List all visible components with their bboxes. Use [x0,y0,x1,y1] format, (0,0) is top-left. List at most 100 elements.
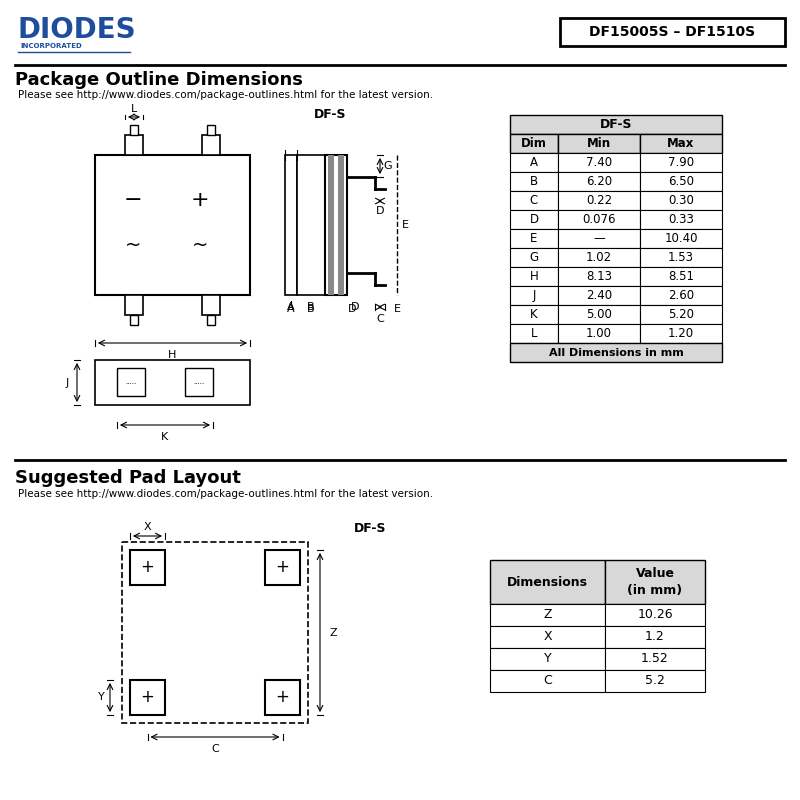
Text: (in mm): (in mm) [627,584,682,598]
Bar [185,368,213,396]
Text: 0.30: 0.30 [668,194,694,207]
Text: G: G [383,161,392,171]
Bar [558,286,640,305]
Bar [117,368,145,396]
Bar [510,305,558,324]
Text: Package Outline Dimensions: Package Outline Dimensions [15,71,303,89]
Bar [265,550,300,585]
Text: Max: Max [667,137,694,150]
Bar [490,626,605,648]
Text: 2.40: 2.40 [586,289,612,302]
Text: +: + [141,689,154,706]
Text: E: E [394,304,401,314]
Bar [640,191,722,210]
Text: 1.20: 1.20 [668,327,694,340]
Bar [640,172,722,191]
Bar [510,324,558,343]
Bar [558,324,640,343]
Text: 6.50: 6.50 [668,175,694,188]
Bar [605,560,705,604]
Bar [130,680,165,715]
Bar [560,18,785,46]
Bar [328,155,334,295]
Text: Y: Y [544,653,551,666]
Text: B: B [307,304,315,314]
Text: Dim: Dim [521,137,547,150]
Bar [605,604,705,626]
Text: 1.53: 1.53 [668,251,694,264]
Text: 8.51: 8.51 [668,270,694,283]
Text: 5.2: 5.2 [645,674,665,687]
Text: C: C [376,314,384,324]
Bar [510,172,558,191]
Text: Please see http://www.diodes.com/package-outlines.html for the latest version.: Please see http://www.diodes.com/package… [18,489,433,499]
Bar [558,248,640,267]
Bar [558,191,640,210]
Text: B: B [307,302,315,312]
Bar [338,155,344,295]
Text: D: D [376,206,384,216]
Text: J: J [532,289,536,302]
Bar [640,267,722,286]
Text: C: C [530,194,538,207]
Text: 8.13: 8.13 [586,270,612,283]
Text: 0.22: 0.22 [586,194,612,207]
Text: E: E [530,232,538,245]
Text: Min: Min [587,137,611,150]
Bar [640,153,722,172]
Bar [95,360,250,405]
Text: 1.00: 1.00 [586,327,612,340]
Text: J: J [66,378,69,387]
Text: INCORPORATED: INCORPORATED [20,43,82,49]
Text: K: K [162,432,169,442]
Text: 0.33: 0.33 [668,213,694,226]
Text: —: — [593,232,605,245]
Text: Z: Z [543,609,552,622]
Bar [510,134,558,153]
Bar [122,542,308,723]
Text: 5.00: 5.00 [586,308,612,321]
Text: K: K [530,308,538,321]
Text: 6.20: 6.20 [586,175,612,188]
Text: Please see http://www.diodes.com/package-outlines.html for the latest version.: Please see http://www.diodes.com/package… [18,90,433,100]
Text: .....: ..... [126,379,137,385]
Bar [490,604,605,626]
Text: H: H [168,350,177,360]
Text: 1.52: 1.52 [641,653,669,666]
Text: D: D [530,213,538,226]
Bar [510,115,722,134]
Text: 7.40: 7.40 [586,156,612,169]
Text: H: H [530,270,538,283]
Bar [130,125,138,135]
Bar [605,648,705,670]
Text: Z: Z [330,627,338,638]
Text: 10.40: 10.40 [664,232,698,245]
Text: DF-S: DF-S [600,118,632,131]
Text: A: A [287,302,295,312]
Bar [207,125,215,135]
Text: C: C [543,674,552,687]
Bar [640,286,722,305]
Bar [325,155,347,295]
Bar [297,155,325,295]
Bar [510,153,558,172]
Bar [125,135,143,155]
Text: 1.2: 1.2 [645,630,665,643]
Text: L: L [131,104,137,114]
Bar [605,670,705,692]
Text: E: E [402,220,409,230]
Bar [202,295,220,315]
Bar [285,155,297,295]
Text: 0.076: 0.076 [582,213,616,226]
Text: DF-S: DF-S [354,522,386,534]
Bar [558,210,640,229]
Bar [130,550,165,585]
Text: X: X [543,630,552,643]
Bar [558,172,640,191]
Text: Dimensions: Dimensions [507,575,588,589]
Bar [605,626,705,648]
Text: DF-S: DF-S [314,109,346,122]
Text: X: X [144,522,151,532]
Text: 2.60: 2.60 [668,289,694,302]
Bar [558,153,640,172]
